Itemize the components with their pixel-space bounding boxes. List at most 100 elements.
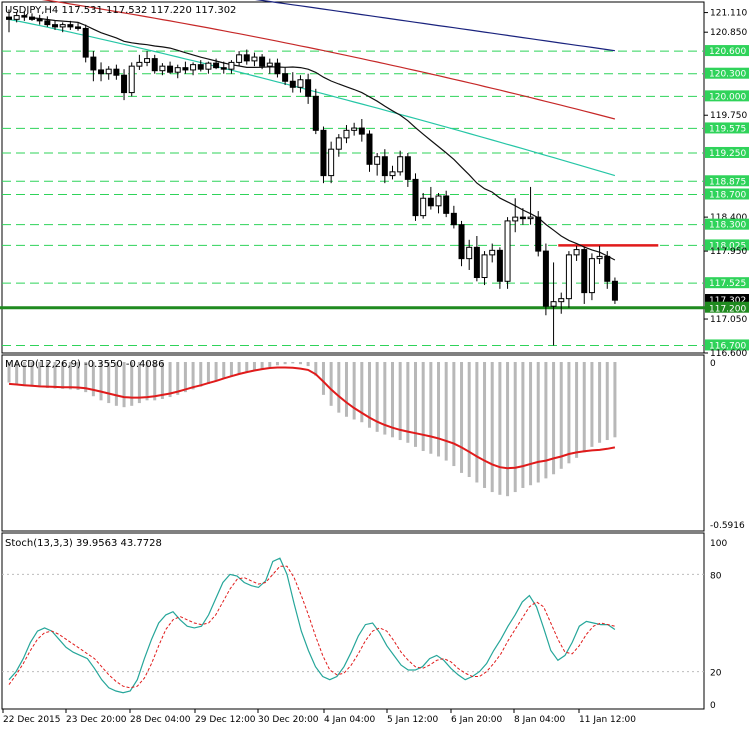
candle[interactable] <box>427 186 434 210</box>
candle[interactable] <box>274 58 281 78</box>
level-price-label: 117.525 <box>709 279 746 289</box>
candle[interactable] <box>504 217 511 289</box>
candle-body-bear <box>67 24 74 28</box>
candle[interactable] <box>328 141 335 184</box>
candle[interactable] <box>251 52 258 67</box>
candle[interactable] <box>343 125 350 144</box>
candle-body-bear <box>151 58 158 72</box>
candle[interactable] <box>282 67 289 86</box>
candle[interactable] <box>366 130 373 172</box>
candle[interactable] <box>542 243 549 316</box>
candle[interactable] <box>98 62 105 82</box>
candle[interactable] <box>550 262 557 346</box>
candle[interactable] <box>228 60 235 74</box>
candle[interactable] <box>144 51 151 67</box>
candle[interactable] <box>320 126 327 184</box>
candle-body-bull <box>481 254 488 279</box>
candle[interactable] <box>473 236 480 282</box>
candle[interactable] <box>182 61 189 74</box>
candle-body-bull <box>328 148 335 177</box>
candle[interactable] <box>481 251 488 286</box>
candle[interactable] <box>220 61 227 74</box>
candle[interactable] <box>36 14 43 25</box>
candle[interactable] <box>581 247 588 304</box>
candle[interactable] <box>312 88 319 135</box>
candle[interactable] <box>519 208 526 225</box>
candle[interactable] <box>565 251 572 308</box>
macd-histogram-bar <box>398 362 402 441</box>
macd-histogram-bar <box>61 362 65 389</box>
candle[interactable] <box>52 20 59 30</box>
candle[interactable] <box>159 63 166 76</box>
candle[interactable] <box>535 211 542 257</box>
candle[interactable] <box>351 122 358 136</box>
candle[interactable] <box>512 198 519 233</box>
candle[interactable] <box>558 292 565 314</box>
candle[interactable] <box>289 72 296 93</box>
candle[interactable] <box>466 239 473 270</box>
candle[interactable] <box>21 11 28 21</box>
macd-histogram-bar <box>145 362 149 401</box>
candle[interactable] <box>381 149 388 184</box>
candle[interactable] <box>604 251 611 289</box>
time-axis: 22 Dec 2015 23 Dec 20:00 28 Dec 04:00 29 De… <box>2 709 636 725</box>
candle[interactable] <box>297 75 304 93</box>
candle[interactable] <box>151 54 158 74</box>
candle[interactable] <box>13 11 20 23</box>
macd-panel-border <box>1 354 705 532</box>
price-tick-label: 120.850 <box>710 28 747 38</box>
candle[interactable] <box>59 22 66 33</box>
candle[interactable] <box>6 9 12 33</box>
candle[interactable] <box>389 165 396 180</box>
candle[interactable] <box>374 152 381 176</box>
candle[interactable] <box>82 24 89 63</box>
candle[interactable] <box>128 62 135 97</box>
candle[interactable] <box>335 134 342 157</box>
candle-body-bear <box>213 62 220 69</box>
candle[interactable] <box>458 220 465 267</box>
macd-histogram-bar <box>582 362 586 453</box>
candle[interactable] <box>67 20 74 30</box>
candle[interactable] <box>113 64 120 80</box>
candle[interactable] <box>75 23 82 31</box>
candle[interactable] <box>121 69 128 101</box>
candle[interactable] <box>243 49 250 65</box>
candle[interactable] <box>174 64 181 79</box>
candle[interactable] <box>573 245 580 261</box>
candle[interactable] <box>105 66 112 80</box>
candle[interactable] <box>197 60 204 72</box>
candle[interactable] <box>358 119 365 142</box>
candle[interactable] <box>213 58 220 70</box>
candle[interactable] <box>205 61 212 74</box>
candle[interactable] <box>259 54 266 70</box>
candle[interactable] <box>435 192 442 214</box>
candle[interactable] <box>167 61 174 74</box>
macd-histogram-bar <box>122 362 126 408</box>
candle[interactable] <box>90 51 97 82</box>
candle-body-bear <box>36 18 43 22</box>
candle[interactable] <box>412 173 419 221</box>
candle[interactable] <box>527 186 534 225</box>
candle-body-bear <box>412 178 419 217</box>
candle[interactable] <box>489 243 496 263</box>
candle[interactable] <box>29 13 36 21</box>
candle[interactable] <box>136 54 143 70</box>
candle[interactable] <box>397 150 404 176</box>
candle[interactable] <box>404 152 411 187</box>
stoch-panel[interactable]: 100 80 20 0 Stoch(13,3,3) 39.9563 43.7728 <box>1 532 727 711</box>
candle[interactable] <box>496 247 503 289</box>
price-panel[interactable]: 121.110 120.850 120.600 120.300 120.000 119.7… <box>0 0 749 359</box>
candle[interactable] <box>443 190 450 218</box>
candle[interactable] <box>588 253 595 301</box>
candle[interactable] <box>305 73 312 104</box>
candle[interactable] <box>190 62 197 76</box>
candle[interactable] <box>44 16 51 27</box>
candle[interactable] <box>420 192 427 219</box>
candle[interactable] <box>596 245 603 264</box>
macd-panel[interactable]: 0 -0.5916 MACD(12,26,9) -0.3550 -0.4086 <box>1 354 745 532</box>
candle[interactable] <box>236 51 243 67</box>
candle[interactable] <box>450 205 457 229</box>
candle[interactable] <box>611 277 618 304</box>
candle[interactable] <box>266 58 273 74</box>
